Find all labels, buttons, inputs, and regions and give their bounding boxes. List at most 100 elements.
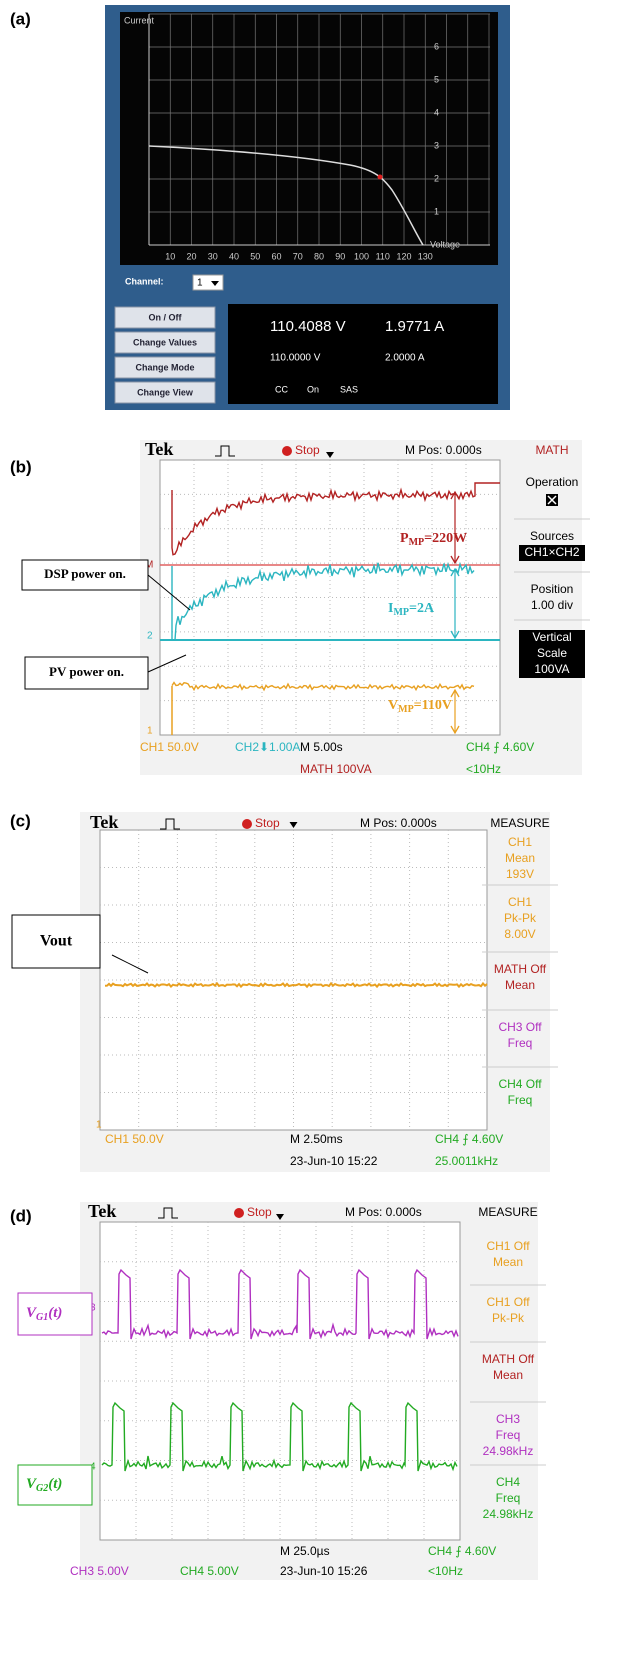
y-tick-label: 5	[434, 74, 439, 84]
menu-item: Mean	[505, 978, 535, 992]
y-tick-label: 6	[434, 41, 439, 51]
channel-marker: 1	[147, 726, 153, 737]
horizontal-position: M Pos: 0.000s	[405, 443, 482, 457]
plot-area	[120, 12, 498, 265]
channel-marker: 2	[147, 631, 153, 642]
status-readout: CH1 50.0V	[140, 740, 199, 754]
button-label: On / Off	[149, 312, 183, 322]
callout-text-rest: (t)	[48, 1476, 62, 1492]
menu-item: Mean	[493, 1255, 523, 1269]
menu-item: Scale	[537, 646, 567, 660]
y-tick-label: 4	[434, 107, 439, 117]
x-tick-label: 100	[354, 251, 369, 261]
acq-status: Stop	[255, 816, 280, 830]
menu-item: Position	[531, 582, 574, 596]
menu-item: 24.98kHz	[483, 1444, 534, 1458]
status-readout: 23-Jun-10 15:22	[290, 1154, 378, 1168]
status-readout: CH3 5.00V	[70, 1564, 129, 1578]
acq-status: Stop	[295, 443, 320, 457]
menu-item: 193V	[506, 867, 534, 881]
menu-item: Sources	[530, 529, 574, 543]
menu-item: Operation	[526, 475, 579, 489]
x-axis-title: Voltage	[430, 239, 460, 249]
readout-panel	[228, 304, 498, 404]
readout-value: 2.0000 A	[385, 353, 425, 364]
stop-indicator	[234, 1208, 244, 1218]
horizontal-position: M Pos: 0.000s	[360, 816, 437, 830]
scope-brand: Tek	[88, 1201, 116, 1221]
callout-text-rest: (t)	[48, 1305, 62, 1321]
readout-value: 110.0000 V	[270, 353, 321, 364]
status-readout: 23-Jun-10 15:26	[280, 1564, 368, 1578]
menu-item: CH3	[496, 1412, 520, 1426]
status-readout: CH1 50.0V	[105, 1132, 164, 1146]
operating-point	[378, 175, 383, 180]
readout-value: SAS	[340, 384, 358, 394]
y-tick-label: 3	[434, 140, 439, 150]
status-readout: CH4 ⨍ 4.60V	[435, 1132, 503, 1146]
status-readout: <10Hz	[466, 762, 501, 776]
menu-item: 24.98kHz	[483, 1507, 534, 1521]
panel-label: (b)	[10, 457, 32, 476]
status-readout: CH4 ⨍ 4.60V	[466, 740, 534, 754]
readout-value: 1.9771 A	[385, 318, 444, 335]
menu-item: Freq	[496, 1491, 521, 1505]
panel-label: (c)	[10, 811, 31, 830]
menu-item: CH4	[496, 1475, 520, 1489]
status-readout: M 5.00s	[300, 740, 343, 754]
y-axis-title: Current	[124, 15, 155, 25]
menu-title: MEASURE	[490, 816, 549, 830]
annotation-sub: MP	[393, 607, 409, 618]
scope-brand: Tek	[90, 812, 118, 832]
menu-item: Freq	[496, 1428, 521, 1442]
menu-item: MATH Off	[482, 1352, 535, 1366]
annotation-rest: =2A	[409, 601, 435, 616]
menu-item: Freq	[508, 1036, 533, 1050]
x-tick-label: 10	[165, 251, 175, 261]
panel-label: (a)	[10, 9, 31, 28]
status-readout: 25.0011kHz	[435, 1154, 498, 1168]
menu-item: Mean	[493, 1368, 523, 1382]
x-tick-label: 120	[396, 251, 411, 261]
menu-item: 8.00V	[504, 927, 535, 941]
annotation-rest: =220W	[424, 531, 467, 546]
button-label: Change Mode	[135, 362, 194, 372]
horizontal-position: M Pos: 0.000s	[345, 1205, 422, 1219]
channel-marker: 1	[96, 1120, 102, 1131]
x-tick-label: 40	[229, 251, 239, 261]
status-readout: M 25.0µs	[280, 1544, 330, 1558]
panel-label: (d)	[10, 1206, 32, 1225]
status-readout: MATH 100VA	[300, 762, 372, 776]
menu-item: 1.00 div	[531, 598, 573, 612]
button-label: Change Values	[133, 337, 197, 347]
callout-text-sub: G2	[36, 1483, 48, 1494]
menu-item: CH1	[508, 835, 532, 849]
scope-brand: Tek	[145, 439, 173, 459]
x-tick-label: 30	[208, 251, 218, 261]
menu-item: Mean	[505, 851, 535, 865]
menu-item: CH1×CH2	[524, 545, 579, 559]
annotation-symbol: V	[388, 698, 398, 713]
menu-item: Freq	[508, 1093, 533, 1107]
status-readout: <10Hz	[428, 1564, 463, 1578]
x-tick-label: 20	[186, 251, 196, 261]
menu-title: MATH	[535, 443, 568, 457]
stop-indicator	[282, 446, 292, 456]
status-readout: CH4 5.00V	[180, 1564, 239, 1578]
readout-value: CC	[275, 384, 288, 394]
menu-item: Vertical	[532, 630, 571, 644]
menu-item: CH1 Off	[486, 1239, 530, 1253]
annotation-sub: MP	[398, 704, 414, 715]
channel-label: Channel:	[125, 276, 164, 286]
stop-indicator	[242, 819, 252, 829]
menu-item: Pk-Pk	[504, 911, 537, 925]
status-readout: CH2⬇1.00A	[235, 740, 300, 754]
y-tick-label: 1	[434, 206, 439, 216]
y-tick-label: 2	[434, 173, 439, 183]
x-tick-label: 80	[314, 251, 324, 261]
callout-text-sub: G1	[36, 1312, 48, 1323]
callout-text: DSP power on.	[44, 566, 126, 581]
menu-item: CH3 Off	[498, 1020, 542, 1034]
channel-value: 1	[197, 278, 203, 289]
menu-title: MEASURE	[478, 1205, 537, 1219]
